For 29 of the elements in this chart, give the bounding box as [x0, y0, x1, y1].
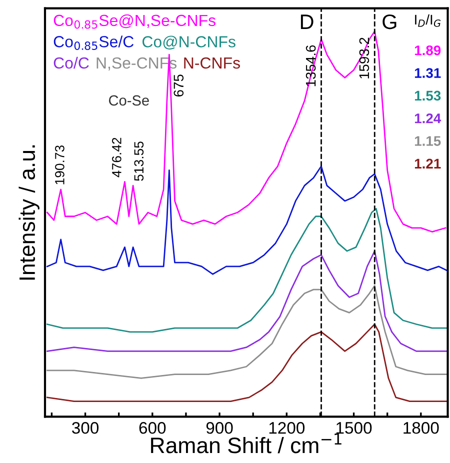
text: Co/C [54, 56, 89, 69]
annotation: 1593.2 [359, 38, 370, 78]
x-axis-title: Raman Shift / cm$^{−1}$ [151, 433, 342, 454]
annotation: 190.73 [55, 145, 64, 184]
ref-line-label: D [300, 14, 314, 29]
annotation: 1.89 [414, 45, 441, 56]
text: N-CNFs [184, 57, 240, 69]
annotation: 513.55 [134, 142, 144, 181]
text: Co@N-CNFs [142, 36, 236, 50]
annotation: 1354.6 [306, 45, 316, 86]
annotation: 1.31 [414, 68, 441, 78]
annotation: 675 [174, 74, 184, 96]
x-tick-label: 300 [72, 422, 99, 434]
annotation: 1.53 [414, 90, 441, 101]
y-axis-title: Intensity / a.u. [18, 145, 40, 280]
annotation: 476.42 [112, 138, 122, 178]
annotation: 1.15 [414, 136, 441, 146]
x-tick-label: 1800 [404, 422, 439, 434]
ref-line-label: G [382, 14, 396, 30]
text: Co$_{0.85}$Se/C [54, 36, 134, 50]
x-tick-label: 1500 [336, 422, 372, 434]
annotation: 1.21 [414, 158, 441, 168]
text: I$_{D}$/I$_{G}$ [415, 14, 441, 27]
x-tick-label: 1200 [269, 422, 305, 434]
x-tick-label: 900 [206, 422, 233, 434]
annotation: Co-Se [108, 95, 149, 106]
annotation: 1.24 [414, 113, 442, 124]
x-tick-label: 600 [139, 422, 166, 434]
text: Co$_{0.85}$Se@N,Se-CNFs [54, 14, 216, 29]
